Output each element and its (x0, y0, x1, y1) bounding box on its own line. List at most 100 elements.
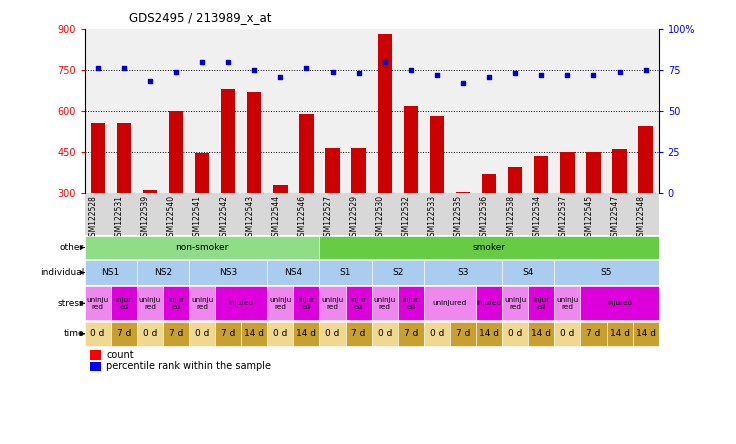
Bar (137, 260, 189, 285)
Bar (378, 34, 392, 193)
Text: 0 d: 0 d (560, 329, 575, 338)
Point (300, 65, 312, 72)
Text: S5: S5 (601, 268, 612, 277)
Point (170, 68, 182, 75)
Bar (612, 149, 627, 193)
Bar (397, 321, 424, 346)
Bar (560, 152, 575, 193)
Text: time: time (63, 329, 84, 338)
Text: GSM122543: GSM122543 (245, 195, 254, 242)
Bar (319, 236, 659, 259)
Point (248, 67, 260, 74)
Bar (189, 321, 215, 346)
Text: NS4: NS4 (284, 268, 302, 277)
Bar (352, 148, 366, 193)
Bar (91, 350, 101, 360)
Text: NS2: NS2 (154, 268, 172, 277)
Text: 0 d: 0 d (91, 329, 105, 338)
Bar (110, 286, 137, 320)
Text: GSM122537: GSM122537 (559, 195, 567, 242)
Bar (346, 321, 372, 346)
Text: injured: injured (476, 300, 502, 306)
Text: GSM122528: GSM122528 (88, 195, 98, 241)
Bar (397, 286, 424, 320)
Text: GSM122532: GSM122532 (402, 195, 411, 241)
Bar (189, 286, 215, 320)
Point (509, 70, 521, 77)
Point (614, 68, 626, 75)
Text: injur
ed: injur ed (534, 297, 549, 310)
Text: uninju
red: uninju red (269, 297, 291, 310)
Text: S4: S4 (523, 268, 534, 277)
Text: 0 d: 0 d (430, 329, 444, 338)
Bar (163, 321, 189, 346)
Bar (85, 260, 137, 285)
Bar (450, 321, 476, 346)
Text: uninju
red: uninju red (139, 297, 161, 310)
Bar (215, 286, 267, 320)
Bar (502, 321, 528, 346)
Point (92, 65, 104, 72)
Text: injur
ed: injur ed (116, 297, 132, 310)
Bar (294, 321, 319, 346)
Bar (300, 114, 314, 193)
Point (405, 67, 417, 74)
Bar (215, 321, 241, 346)
Bar (137, 321, 163, 346)
Bar (221, 89, 236, 193)
Bar (137, 286, 163, 320)
Text: percentile rank within the sample: percentile rank within the sample (107, 361, 272, 372)
Text: uninju
red: uninju red (322, 297, 344, 310)
Bar (372, 286, 397, 320)
Text: injured: injured (607, 300, 632, 306)
Bar (85, 286, 110, 320)
Bar (528, 286, 554, 320)
Bar (476, 321, 502, 346)
Bar (85, 236, 319, 259)
Text: GSM122533: GSM122533 (428, 195, 437, 242)
Bar (639, 126, 653, 193)
Text: GSM122530: GSM122530 (375, 195, 385, 242)
Text: 7 d: 7 d (587, 329, 601, 338)
Text: 0 d: 0 d (273, 329, 288, 338)
Text: injured: injured (229, 300, 254, 306)
Text: injur
ed: injur ed (403, 297, 419, 310)
Bar (110, 321, 137, 346)
Point (587, 71, 599, 79)
Text: 7 d: 7 d (221, 329, 236, 338)
Text: 7 d: 7 d (169, 329, 183, 338)
Text: GSM122540: GSM122540 (167, 195, 176, 242)
Text: stress: stress (57, 299, 84, 308)
Text: S1: S1 (340, 268, 351, 277)
Text: GSM122536: GSM122536 (480, 195, 489, 242)
Point (640, 67, 651, 74)
Bar (267, 286, 294, 320)
Bar (424, 321, 450, 346)
Bar (267, 321, 294, 346)
Text: 0 d: 0 d (378, 329, 392, 338)
Bar (534, 156, 548, 193)
Bar (319, 286, 346, 320)
Bar (319, 321, 346, 346)
Text: GSM122534: GSM122534 (532, 195, 541, 242)
Text: 7 d: 7 d (352, 329, 366, 338)
Text: NS3: NS3 (219, 268, 237, 277)
Bar (633, 321, 659, 346)
Bar (456, 192, 470, 193)
Text: 14 d: 14 d (609, 329, 629, 338)
Point (275, 73, 286, 80)
Bar (91, 362, 101, 371)
Text: 14 d: 14 d (531, 329, 551, 338)
Bar (587, 152, 601, 193)
Text: 14 d: 14 d (244, 329, 264, 338)
Text: 14 d: 14 d (636, 329, 656, 338)
Bar (581, 321, 606, 346)
Point (144, 78, 156, 85)
Text: NS1: NS1 (102, 268, 120, 277)
Text: GSM122542: GSM122542 (219, 195, 228, 241)
Text: GSM122546: GSM122546 (297, 195, 306, 242)
Bar (116, 123, 131, 193)
Bar (508, 167, 523, 193)
Text: S3: S3 (457, 268, 469, 277)
Text: 14 d: 14 d (479, 329, 499, 338)
